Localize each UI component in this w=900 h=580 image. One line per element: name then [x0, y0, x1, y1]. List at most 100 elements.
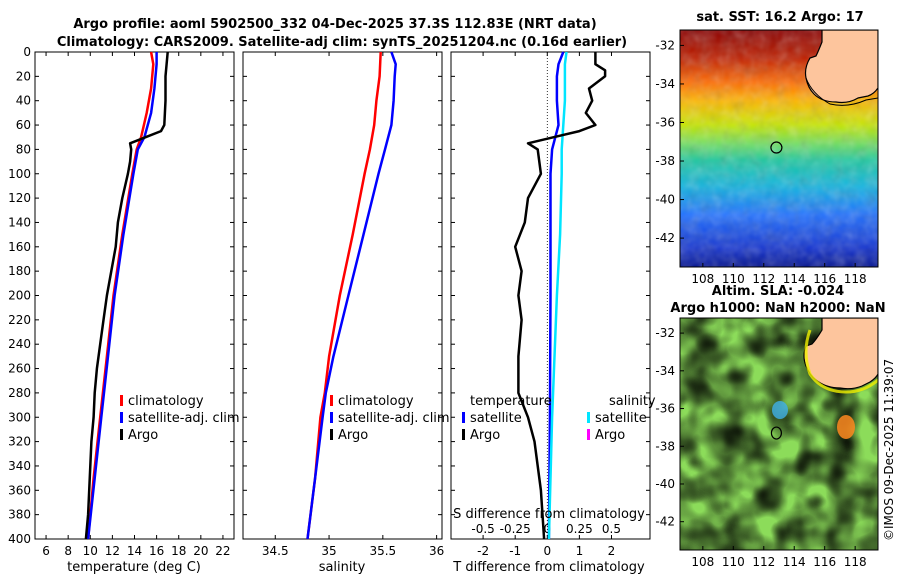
figure-title-line2: Climatology: CARS2009. Satellite-adj cli… — [57, 35, 627, 50]
x-top-tick-label: 0.25 — [566, 522, 593, 536]
legend-label-temp-argo: Argo — [470, 428, 500, 443]
y-tick-label: 220 — [8, 313, 31, 327]
map-y-tick-label: -34 — [655, 77, 675, 91]
x-tick-label: 8 — [64, 544, 72, 558]
x-tick-label: 20 — [193, 544, 208, 558]
map-x-tick-label: 116 — [813, 272, 836, 286]
series-line-salinity-satellite — [547, 51, 568, 540]
salinity-legend: climatology satellite-adj. clim Argo — [330, 394, 450, 443]
temperature-plot: 0 20 40 60 80 100 120 140 160 180 200 220 240 260 280 3… — [8, 45, 234, 558]
legend-marker-sal-argo — [587, 429, 590, 440]
legend-label-sal-satellite: satellite — [595, 411, 647, 426]
sst-map-title: sat. SST: 16.2 Argo: 17 — [696, 10, 863, 25]
x-tick-label: -1 — [509, 544, 521, 558]
x-tick-label: 6 — [42, 544, 50, 558]
legend-marker-sal-satellite — [587, 412, 590, 423]
legend-label-temp-satellite: satellite — [470, 411, 522, 426]
difference-top-xlabel: S difference from climatology — [453, 507, 645, 522]
salinity-xlabel: salinity — [319, 560, 366, 575]
legend-marker-climatology — [120, 395, 123, 406]
difference-legend: temperature salinity satellite Argo sate… — [462, 394, 656, 443]
legend-marker-temp-satellite — [462, 412, 465, 423]
x-top-tick-label: 0.5 — [602, 522, 621, 536]
map-x-tick-label: 112 — [752, 555, 775, 569]
legend-marker-argo — [120, 429, 123, 440]
x-tick-label: 12 — [105, 544, 120, 558]
map-y-tick-label: -38 — [655, 154, 675, 168]
legend-marker-satellite — [330, 412, 333, 423]
series-line-satellite-adj-clim — [306, 51, 397, 540]
y-tick-label: 280 — [8, 386, 31, 400]
legend-label-satellite: satellite-adj. clim — [128, 411, 240, 426]
x-tick-label: 0 — [543, 544, 551, 558]
legend-label-climatology: climatology — [338, 394, 414, 409]
legend-marker-argo — [330, 429, 333, 440]
x-tick-label: 1 — [576, 544, 584, 558]
sla-map-title-line2: Argo h1000: NaN h2000: NaN — [670, 301, 885, 316]
x-tick-label: 18 — [171, 544, 186, 558]
map-y-tick-label: -34 — [655, 364, 675, 378]
y-tick-label: 100 — [8, 167, 31, 181]
sla-warm-eddy — [837, 415, 855, 439]
y-tick-label: 120 — [8, 191, 31, 205]
map-y-tick-label: -32 — [655, 38, 675, 52]
y-tick-label: 200 — [8, 289, 31, 303]
map-x-tick-label: 118 — [844, 555, 867, 569]
map-y-tick-label: -42 — [655, 231, 675, 245]
difference-plot: -2 -1 0 1 2-0.5 -0.25 0 0.25 0.5 — [451, 51, 650, 558]
y-tick-label: 340 — [8, 459, 31, 473]
y-tick-label: 260 — [8, 362, 31, 376]
land-mass — [804, 30, 878, 104]
legend-label-sal-argo: Argo — [595, 428, 625, 443]
temperature-panel — [34, 51, 235, 540]
salinity-panel — [242, 51, 443, 540]
legend-marker-climatology — [330, 395, 333, 406]
map-x-tick-label: 118 — [844, 272, 867, 286]
sst-map — [680, 30, 878, 267]
series-line-temperature-argo — [513, 52, 607, 540]
x-tick-label: 2 — [608, 544, 616, 558]
y-tick-label: 60 — [16, 118, 31, 132]
timestamp-label: ©IMOS 09-Dec-2025 11:39:07 — [882, 359, 896, 541]
difference-xlabel: T difference from climatology — [452, 560, 645, 575]
y-tick-label: 300 — [8, 410, 31, 424]
sla-map — [680, 318, 878, 550]
argo-position-marker — [770, 426, 783, 440]
argo-position-marker — [770, 141, 783, 154]
y-tick-label: 140 — [8, 215, 31, 229]
y-tick-label: 180 — [8, 264, 31, 278]
sst-map-axes: 108 110 112 114 116 118 -32 -34 -36 -38 -40 -42 — [655, 38, 866, 286]
x-top-tick-label: -0.5 — [471, 522, 494, 536]
series-line-climatology — [306, 51, 382, 540]
x-tick-label: 36 — [429, 544, 444, 558]
y-tick-label: 0 — [23, 45, 31, 59]
x-tick-label: 35 — [321, 544, 336, 558]
legend-label-argo: Argo — [128, 428, 158, 443]
y-tick-label: 400 — [8, 532, 31, 546]
map-y-tick-label: -40 — [655, 477, 675, 491]
sst-map-frame — [679, 29, 879, 268]
temperature-xlabel: temperature (deg C) — [67, 560, 201, 575]
x-tick-label: 35.5 — [369, 544, 396, 558]
legend-title-temperature: temperature — [470, 394, 552, 409]
map-y-tick-label: -42 — [655, 515, 675, 529]
map-x-tick-label: 108 — [691, 555, 714, 569]
map-x-tick-label: 114 — [783, 555, 806, 569]
legend-title-salinity: salinity — [609, 394, 656, 409]
map-y-tick-label: -38 — [655, 439, 675, 453]
series-line-temperature-satellite — [547, 51, 565, 540]
y-tick-label: 160 — [8, 240, 31, 254]
y-tick-label: 320 — [8, 435, 31, 449]
coastline — [805, 77, 878, 106]
sla-map-title-line1: Altim. SLA: -0.024 — [712, 284, 844, 299]
map-x-tick-label: 110 — [722, 555, 745, 569]
map-x-tick-label: 108 — [691, 272, 714, 286]
y-tick-label: 240 — [8, 337, 31, 351]
legend-label-argo: Argo — [338, 428, 368, 443]
map-x-tick-label: 110 — [722, 272, 745, 286]
y-tick-label: 20 — [16, 69, 31, 83]
legend-marker-satellite — [120, 412, 123, 423]
map-y-tick-label: -36 — [655, 402, 675, 416]
map-y-tick-label: -40 — [655, 193, 675, 207]
